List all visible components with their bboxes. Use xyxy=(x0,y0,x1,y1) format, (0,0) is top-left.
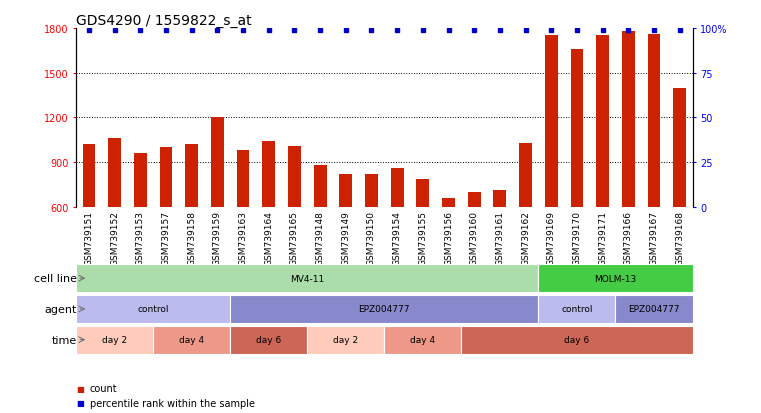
Text: percentile rank within the sample: percentile rank within the sample xyxy=(90,398,255,408)
Text: GSM739159: GSM739159 xyxy=(213,210,222,265)
Bar xyxy=(596,36,609,297)
Bar xyxy=(416,179,429,297)
Bar xyxy=(571,50,584,297)
Text: day 2: day 2 xyxy=(102,335,127,344)
Text: GSM739168: GSM739168 xyxy=(675,210,684,265)
Bar xyxy=(493,191,506,297)
Bar xyxy=(153,326,230,354)
Bar xyxy=(237,151,250,297)
Bar xyxy=(616,295,693,323)
Text: GSM739164: GSM739164 xyxy=(264,210,273,265)
Bar xyxy=(160,148,173,297)
Bar xyxy=(519,143,532,297)
Bar xyxy=(648,35,661,297)
Text: control: control xyxy=(138,305,169,313)
Text: count: count xyxy=(90,383,117,393)
Bar xyxy=(211,118,224,297)
Bar xyxy=(442,199,455,297)
Bar xyxy=(339,175,352,297)
Text: GSM739158: GSM739158 xyxy=(187,210,196,265)
Bar xyxy=(288,146,301,297)
Text: cell line: cell line xyxy=(33,273,77,283)
Text: GSM739171: GSM739171 xyxy=(598,210,607,265)
Text: MV4-11: MV4-11 xyxy=(290,274,324,283)
Text: GSM739152: GSM739152 xyxy=(110,210,119,265)
Text: control: control xyxy=(561,305,593,313)
Text: day 2: day 2 xyxy=(333,335,358,344)
Bar xyxy=(307,326,384,354)
Bar xyxy=(390,169,403,297)
Bar xyxy=(108,139,121,297)
Text: GSM739156: GSM739156 xyxy=(444,210,453,265)
Bar xyxy=(76,264,538,292)
Text: GSM739149: GSM739149 xyxy=(341,210,350,265)
Text: GSM739150: GSM739150 xyxy=(367,210,376,265)
Bar xyxy=(76,326,153,354)
Text: day 6: day 6 xyxy=(565,335,590,344)
Text: GDS4290 / 1559822_s_at: GDS4290 / 1559822_s_at xyxy=(76,14,252,28)
Bar xyxy=(185,145,198,297)
Text: GSM739161: GSM739161 xyxy=(495,210,505,265)
Bar xyxy=(76,295,230,323)
Text: GSM739167: GSM739167 xyxy=(649,210,658,265)
Bar xyxy=(365,175,378,297)
Bar xyxy=(538,295,616,323)
Text: GSM739170: GSM739170 xyxy=(572,210,581,265)
Text: EPZ004777: EPZ004777 xyxy=(358,305,410,313)
Text: GSM739162: GSM739162 xyxy=(521,210,530,265)
Text: day 4: day 4 xyxy=(410,335,435,344)
Text: agent: agent xyxy=(44,304,77,314)
Text: GSM739155: GSM739155 xyxy=(419,210,428,265)
Text: GSM739157: GSM739157 xyxy=(161,210,170,265)
Bar xyxy=(461,326,693,354)
Text: GSM739160: GSM739160 xyxy=(470,210,479,265)
Text: ■: ■ xyxy=(76,398,84,407)
Bar xyxy=(230,326,307,354)
Bar xyxy=(314,166,326,297)
Bar xyxy=(82,145,95,297)
Text: GSM739169: GSM739169 xyxy=(546,210,556,265)
Text: GSM739153: GSM739153 xyxy=(135,210,145,265)
Bar xyxy=(468,192,481,297)
Bar xyxy=(263,142,275,297)
Text: EPZ004777: EPZ004777 xyxy=(629,305,680,313)
Bar xyxy=(134,154,147,297)
Text: ■: ■ xyxy=(76,384,84,393)
Bar xyxy=(673,88,686,297)
Bar xyxy=(545,36,558,297)
Text: GSM739154: GSM739154 xyxy=(393,210,402,265)
Text: day 6: day 6 xyxy=(256,335,282,344)
Bar xyxy=(230,295,538,323)
Text: GSM739165: GSM739165 xyxy=(290,210,299,265)
Text: MOLM-13: MOLM-13 xyxy=(594,274,637,283)
Text: time: time xyxy=(51,335,77,345)
Bar xyxy=(622,32,635,297)
Text: GSM739166: GSM739166 xyxy=(624,210,633,265)
Text: GSM739163: GSM739163 xyxy=(238,210,247,265)
Text: day 4: day 4 xyxy=(179,335,204,344)
Text: GSM739148: GSM739148 xyxy=(316,210,325,265)
Bar xyxy=(538,264,693,292)
Bar xyxy=(384,326,461,354)
Text: GSM739151: GSM739151 xyxy=(84,210,94,265)
